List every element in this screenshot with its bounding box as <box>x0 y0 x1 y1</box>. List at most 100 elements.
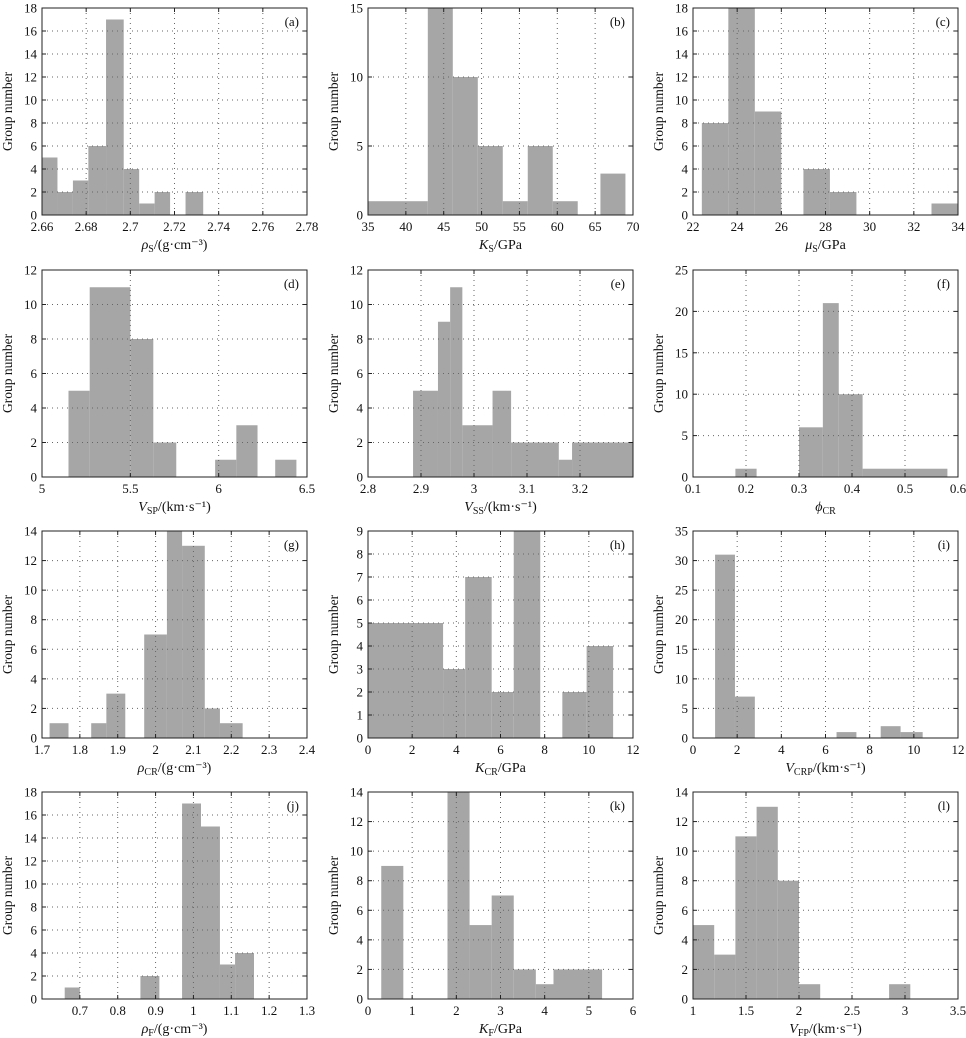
x-tick-label: 3 <box>902 1003 909 1018</box>
x-tick-label: 8 <box>866 742 873 757</box>
y-tick-label: 16 <box>675 24 689 39</box>
y-tick-label: 6 <box>682 139 689 154</box>
histogram-bar <box>130 339 154 477</box>
histogram-bar <box>900 732 923 738</box>
x-tick-label: 28 <box>819 219 832 234</box>
y-tick-label: 2 <box>31 435 38 450</box>
y-axis-label: Group number <box>326 855 341 935</box>
histogram-bar <box>756 806 778 999</box>
y-tick-label: 4 <box>357 639 364 654</box>
histogram-bar <box>803 169 830 215</box>
y-tick-label: 8 <box>357 873 364 888</box>
histogram-panel-i: 0 2 4 6 8 10 12 0 5 10 15 20 25 30 35 (i) Group number VC… <box>651 524 965 779</box>
x-axis-label: VSP/(km·s⁻¹) <box>138 500 211 517</box>
histogram-bar <box>931 203 958 215</box>
y-tick-label: 10 <box>24 877 37 892</box>
y-tick-label: 18 <box>675 1 688 16</box>
panel-label: (b) <box>610 14 625 29</box>
x-tick-label: 2 <box>734 742 741 757</box>
histogram-bar <box>49 723 69 738</box>
y-tick-label: 18 <box>24 1 37 16</box>
histogram-bar <box>185 192 204 215</box>
y-tick-label: 16 <box>24 24 38 39</box>
y-tick-label: 14 <box>24 831 38 846</box>
y-tick-label: 0 <box>357 208 364 223</box>
histogram-bar <box>502 201 528 215</box>
y-tick-label: 15 <box>675 642 688 657</box>
x-tick-label: 4 <box>541 1003 548 1018</box>
histogram-bar <box>527 146 553 215</box>
histogram-bar <box>754 111 782 215</box>
y-axis-label: Group number <box>651 71 666 151</box>
x-tick-label: 2.1 <box>185 742 201 757</box>
histogram-bar <box>154 192 171 215</box>
y-tick-label: 10 <box>24 583 37 598</box>
y-tick-label: 4 <box>31 671 38 686</box>
x-tick-label: 2.3 <box>261 742 277 757</box>
x-tick-label: 0.5 <box>897 481 913 496</box>
histogram-bar <box>153 442 177 477</box>
x-tick-label: 0.1 <box>685 481 701 496</box>
x-tick-label: 6 <box>215 481 222 496</box>
histogram-bar <box>139 203 155 215</box>
y-tick-label: 25 <box>675 583 688 598</box>
histogram-bar <box>862 468 948 477</box>
histogram-bar <box>215 459 237 477</box>
panel-label: (l) <box>938 798 950 813</box>
histogram-bar <box>57 192 73 215</box>
histogram-bar <box>204 708 220 738</box>
y-tick-label: 6 <box>31 139 38 154</box>
x-tick-label: 8 <box>541 742 548 757</box>
y-tick-label: 16 <box>24 808 38 823</box>
x-tick-label: 65 <box>589 219 602 234</box>
y-tick-label: 2 <box>31 969 38 984</box>
x-tick-label: 30 <box>863 219 876 234</box>
histogram-bar <box>450 287 463 477</box>
y-tick-label: 10 <box>675 93 688 108</box>
y-tick-label: 0 <box>357 470 364 485</box>
y-tick-label: 8 <box>357 332 364 347</box>
y-tick-label: 4 <box>357 932 364 947</box>
x-tick-label: 55 <box>513 219 526 234</box>
axes-frame <box>41 530 308 739</box>
y-tick-label: 6 <box>682 903 689 918</box>
x-tick-label: 0.4 <box>844 481 861 496</box>
histogram-bar <box>427 8 453 215</box>
y-axis-label: Group number <box>326 71 341 151</box>
x-tick-label: 24 <box>731 219 745 234</box>
y-axis-label: Group number <box>326 594 341 674</box>
y-tick-label: 0 <box>31 208 38 223</box>
y-axis-label: Group number <box>651 333 666 413</box>
panel-label: (d) <box>284 276 299 291</box>
x-tick-label: 2.9 <box>413 481 429 496</box>
axes-frame <box>692 791 959 1000</box>
histogram-bar <box>491 692 514 738</box>
x-tick-label: 40 <box>399 219 412 234</box>
x-tick-label: 0.6 <box>950 481 966 496</box>
y-tick-label: 8 <box>31 116 38 131</box>
x-tick-label: 3 <box>471 481 478 496</box>
x-axis-label: ρF/(g·cm⁻³) <box>141 1022 208 1038</box>
x-tick-label: 3 <box>497 1003 504 1018</box>
x-tick-label: 0.8 <box>110 1003 126 1018</box>
y-tick-label: 12 <box>675 70 688 85</box>
x-axis-label: ρS/(g·cm⁻³) <box>141 238 208 255</box>
y-tick-label: 2 <box>357 435 364 450</box>
histogram-bar <box>42 157 58 215</box>
y-tick-label: 6 <box>357 903 364 918</box>
x-tick-label: 5 <box>586 1003 593 1018</box>
histogram-bar <box>535 984 554 999</box>
y-tick-label: 10 <box>350 297 363 312</box>
x-tick-label: 0.2 <box>738 481 754 496</box>
y-tick-label: 8 <box>682 873 689 888</box>
y-tick-label: 0 <box>31 992 38 1007</box>
histogram-bar <box>368 201 428 215</box>
x-tick-label: 1.1 <box>223 1003 239 1018</box>
y-tick-label: 0 <box>31 731 38 746</box>
y-tick-label: 9 <box>357 524 364 539</box>
x-axis-label: ϕCR <box>815 500 836 517</box>
y-tick-label: 12 <box>350 263 363 278</box>
x-tick-label: 1.9 <box>110 742 126 757</box>
x-tick-label: 2 <box>409 742 416 757</box>
y-tick-label: 4 <box>682 932 689 947</box>
